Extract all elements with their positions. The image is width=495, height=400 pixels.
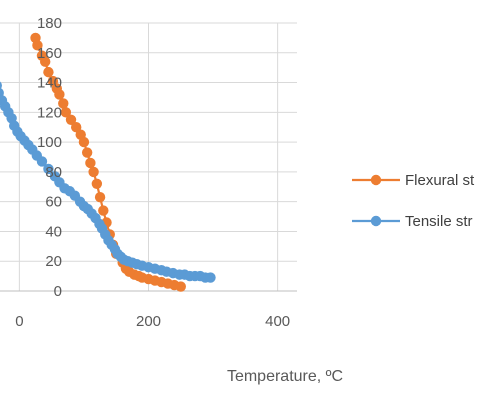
vertical-gridlines: [18, 23, 279, 291]
legend-label: Flexural st: [405, 172, 475, 189]
x-tick-label: 0: [15, 313, 23, 330]
series-line: [0, 93, 211, 279]
x-tick-label: 200: [136, 313, 161, 330]
data-point: [88, 166, 99, 178]
legend: Flexural st Tensile str: [352, 172, 475, 230]
x-tick-label: 400: [265, 313, 290, 330]
data-point: [85, 157, 96, 169]
y-tick-label: 60: [45, 194, 62, 211]
data-point: [43, 163, 54, 175]
data-point: [60, 107, 72, 118]
data-point: [58, 98, 69, 109]
data-point: [70, 122, 82, 133]
x-axis-title: Temperature, ºC: [227, 368, 343, 385]
series-layer: [0, 32, 216, 292]
data-point: [175, 281, 186, 292]
y-tick-label: 120: [37, 104, 62, 121]
data-point: [78, 136, 90, 148]
legend-item-2: Tensile str: [352, 213, 473, 230]
legend-marker: [370, 174, 382, 186]
y-tick-label: 140: [37, 75, 62, 92]
y-tick-label: 80: [45, 164, 62, 181]
y-tick-label: 100: [37, 134, 62, 151]
legend-item-1: Flexural st: [352, 172, 475, 189]
data-point: [36, 156, 48, 167]
data-point: [98, 205, 109, 216]
data-point: [65, 114, 77, 125]
data-point: [205, 272, 216, 283]
legend-label: Tensile str: [405, 213, 473, 230]
data-point: [43, 66, 54, 78]
data-point: [81, 147, 93, 158]
data-point: [39, 56, 51, 67]
data-point: [94, 192, 106, 203]
series-2: [0, 81, 216, 283]
data-point: [32, 40, 43, 51]
data-point: [54, 89, 65, 100]
y-tick-label: 180: [37, 15, 62, 32]
legend-marker: [370, 215, 382, 227]
y-tick-label: 40: [45, 223, 62, 240]
tick-labels: 0 20 40 60 80 100 120 140 160 180 0 200 400: [15, 15, 290, 330]
data-point: [0, 81, 2, 90]
y-tick-label: 0: [54, 283, 62, 300]
y-tick-label: 20: [45, 253, 62, 270]
data-point: [91, 178, 103, 189]
y-tick-label: 160: [37, 45, 62, 62]
